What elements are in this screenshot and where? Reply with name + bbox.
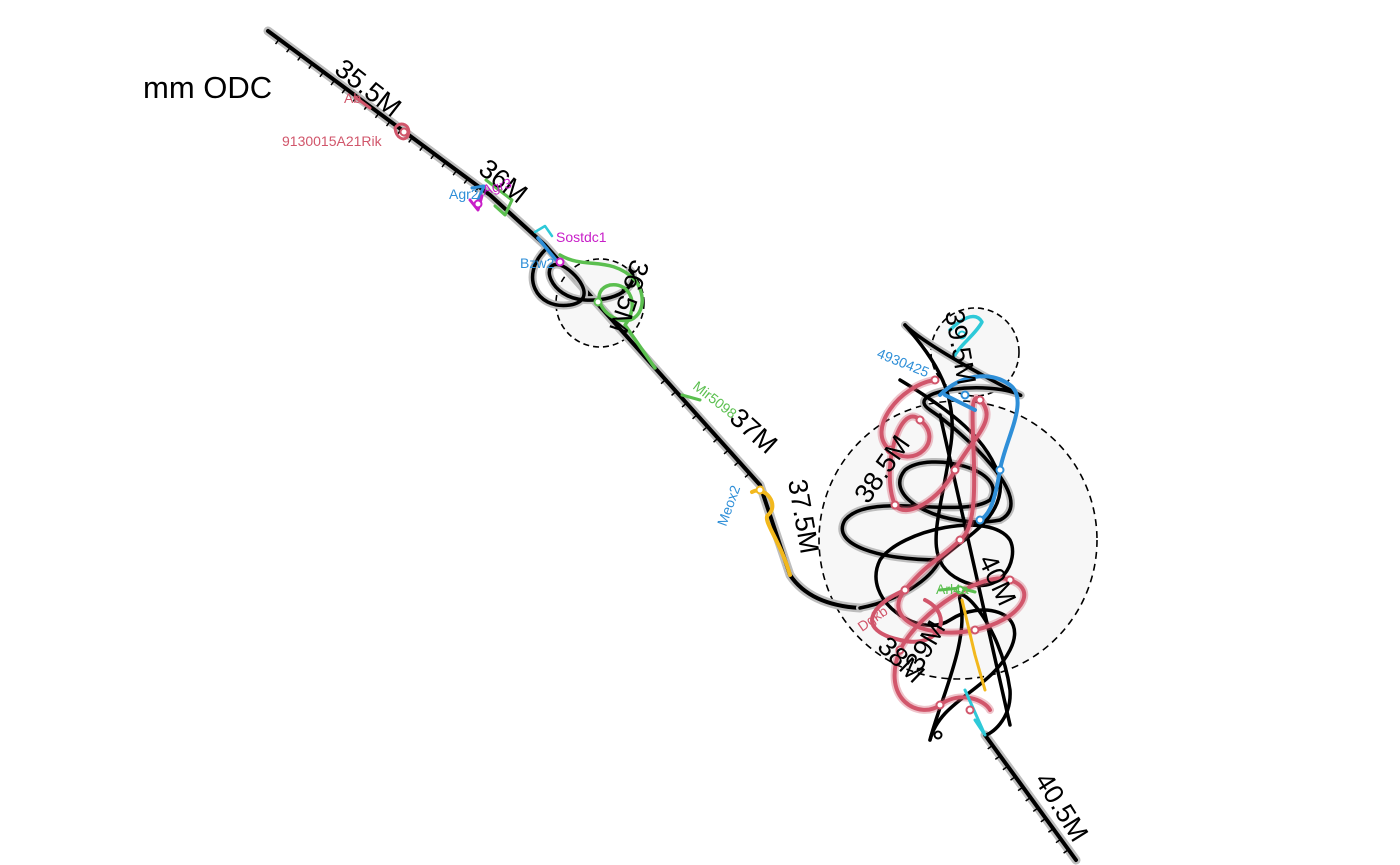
segment-green bbox=[484, 178, 514, 217]
tick-mark bbox=[385, 120, 391, 127]
tangle-line-red bbox=[870, 588, 943, 644]
node-dot bbox=[1005, 575, 1015, 585]
gene-label-sostdc1: Sostdc1 bbox=[556, 229, 607, 245]
gene-label-agr2: Agr2 bbox=[449, 186, 479, 202]
tangle-line-cyan bbox=[948, 314, 984, 357]
position-label-37-5m: 37.5M bbox=[782, 477, 825, 556]
gene-label-meox2: Meox2 bbox=[714, 483, 743, 528]
tick-mark bbox=[734, 461, 740, 467]
node-dot bbox=[933, 730, 943, 740]
tangle-line-cyan bbox=[963, 688, 987, 737]
tick-mark bbox=[286, 46, 291, 53]
tangle-nodes bbox=[399, 127, 1015, 740]
node-dot bbox=[975, 395, 985, 405]
tick-mark bbox=[1063, 848, 1069, 854]
tick-mark bbox=[1055, 838, 1062, 844]
gene-label-arl4a: Arl4a bbox=[936, 581, 969, 597]
backbone-line bbox=[266, 29, 862, 610]
tick-mark bbox=[987, 744, 994, 750]
segment-orange bbox=[750, 488, 792, 577]
tick-mark bbox=[430, 153, 436, 160]
plot-title: mm ODC bbox=[143, 70, 272, 105]
gene-label-9130015a21rik: 9130015A21Rik bbox=[282, 133, 383, 149]
node-dot bbox=[755, 485, 765, 495]
node-dot bbox=[885, 445, 895, 455]
tangle-line bbox=[840, 323, 1023, 610]
tick-mark bbox=[1025, 796, 1031, 802]
tick-mark bbox=[994, 755, 1001, 760]
tick-mark bbox=[463, 178, 469, 184]
tick-mark bbox=[1047, 828, 1054, 833]
node-dot bbox=[970, 625, 980, 635]
node-dot bbox=[955, 585, 965, 595]
node-dot bbox=[399, 127, 409, 137]
tick-mark bbox=[1040, 817, 1047, 823]
node-dot bbox=[955, 535, 965, 545]
tick-mark bbox=[1010, 776, 1016, 781]
gene-label-agr3: Agr3 bbox=[481, 175, 514, 198]
tick-mark bbox=[702, 425, 709, 432]
node-dot bbox=[555, 257, 565, 267]
tick-mark bbox=[297, 55, 302, 61]
node-dot bbox=[960, 390, 970, 400]
tangle-line-blue bbox=[938, 374, 1020, 522]
loop-line-green bbox=[558, 253, 657, 370]
segment-green bbox=[680, 393, 702, 402]
tick-mark bbox=[713, 437, 719, 443]
tick-marks bbox=[274, 38, 1069, 854]
tick-mark bbox=[319, 71, 325, 78]
segment-red bbox=[393, 122, 411, 141]
node-dot bbox=[900, 585, 910, 595]
segment-blue bbox=[470, 184, 486, 202]
node-dot bbox=[965, 705, 975, 715]
tick-mark bbox=[330, 79, 336, 86]
segment-red bbox=[353, 95, 372, 110]
gene-label-bzw2: Bzw2 bbox=[520, 255, 554, 271]
tick-mark bbox=[723, 449, 730, 455]
node-dot bbox=[995, 465, 1005, 475]
node-dot bbox=[950, 465, 960, 475]
gene-label-ab: Ab bbox=[344, 90, 361, 106]
tick-mark bbox=[408, 137, 413, 143]
tick-mark bbox=[1032, 807, 1039, 813]
node-dot bbox=[930, 375, 940, 385]
tick-mark bbox=[374, 112, 380, 119]
tick-mark bbox=[692, 414, 698, 420]
node-dot bbox=[915, 415, 925, 425]
loop-line-cyan bbox=[533, 224, 554, 238]
node-dot bbox=[890, 500, 900, 510]
tick-mark bbox=[274, 38, 280, 45]
tick-mark bbox=[660, 379, 667, 385]
node-dot bbox=[895, 645, 905, 655]
node-dot bbox=[957, 330, 967, 340]
tick-mark bbox=[681, 402, 688, 408]
tick-mark bbox=[419, 145, 425, 152]
tick-mark bbox=[452, 169, 458, 176]
loop-cluster-large bbox=[399, 127, 1029, 742]
loop-line-blue bbox=[536, 236, 558, 262]
tick-mark bbox=[441, 161, 447, 168]
tick-mark bbox=[744, 472, 751, 478]
tick-mark bbox=[341, 87, 347, 94]
node-dot bbox=[935, 700, 945, 710]
node-dot bbox=[975, 515, 985, 525]
tangle-line bbox=[874, 323, 1017, 742]
loop-domain-circle bbox=[930, 307, 1020, 397]
node-dot bbox=[593, 297, 603, 307]
tangle-line-orange bbox=[960, 598, 987, 692]
chromosome-backbone bbox=[263, 26, 1081, 865]
tick-mark bbox=[308, 63, 314, 70]
tick-mark bbox=[1002, 765, 1009, 771]
tick-mark bbox=[1017, 786, 1024, 792]
node-dot bbox=[473, 199, 483, 209]
tick-mark bbox=[671, 390, 677, 396]
